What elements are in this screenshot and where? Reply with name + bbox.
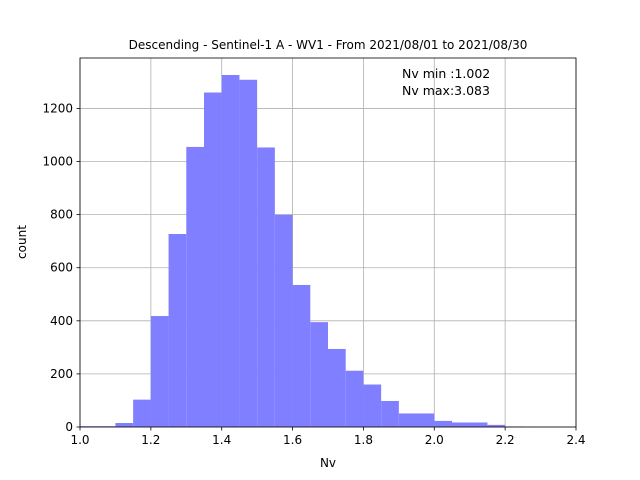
histogram-bar [363,384,382,427]
histogram-bar [274,214,293,427]
x-tick-label: 2.0 [425,433,444,447]
histogram-bar [221,74,240,427]
histogram-bar [168,234,187,427]
y-tick-label: 400 [50,314,73,328]
y-tick-label: 1000 [42,155,73,169]
histogram-bar [398,413,435,427]
histogram-bar [115,423,134,427]
histogram-bar [292,284,311,427]
histogram-bar [204,92,222,427]
histogram-bar [186,146,204,428]
histogram-bar [452,422,488,427]
histogram-bar [487,424,506,427]
x-tick-label: 1.2 [141,433,160,447]
y-tick-label: 200 [50,367,73,381]
histogram-bar [434,420,452,427]
x-tick-label: 1.6 [283,433,302,447]
x-tick-label: 2.2 [496,433,515,447]
y-tick-label: 600 [50,261,73,275]
nv-max-annotation: Nv max:3.083 [402,83,490,98]
histogram-bar [381,400,399,427]
nv-min-annotation: Nv min :1.002 [402,66,490,81]
y-axis-ticks: 0 200 400 600 800 1000 1200 [42,101,80,434]
histogram-bar [345,370,364,427]
x-axis-ticks: 1.0 1.2 1.4 1.6 1.8 2.0 2.2 2.4 [70,427,586,447]
y-tick-label: 800 [50,208,73,222]
x-tick-label: 1.8 [354,433,373,447]
x-tick-label: 1.0 [70,433,89,447]
x-tick-label: 2.4 [566,433,585,447]
histogram-bar [239,79,258,428]
y-axis-label: count [15,225,29,259]
x-tick-label: 1.4 [212,433,231,447]
y-tick-label: 1200 [42,101,73,115]
histogram-bars [80,74,541,428]
axes-frame [79,57,577,428]
y-tick-label: 0 [65,420,73,434]
x-axis-label: Nv [320,456,336,470]
histogram-bar [150,316,169,427]
chart-title: Descending - Sentinel-1 A - WV1 - From 2… [129,38,528,52]
histogram-bar [310,322,328,427]
histogram-bar [328,348,346,427]
histogram-bar [133,399,151,427]
histogram-bar [257,147,275,427]
